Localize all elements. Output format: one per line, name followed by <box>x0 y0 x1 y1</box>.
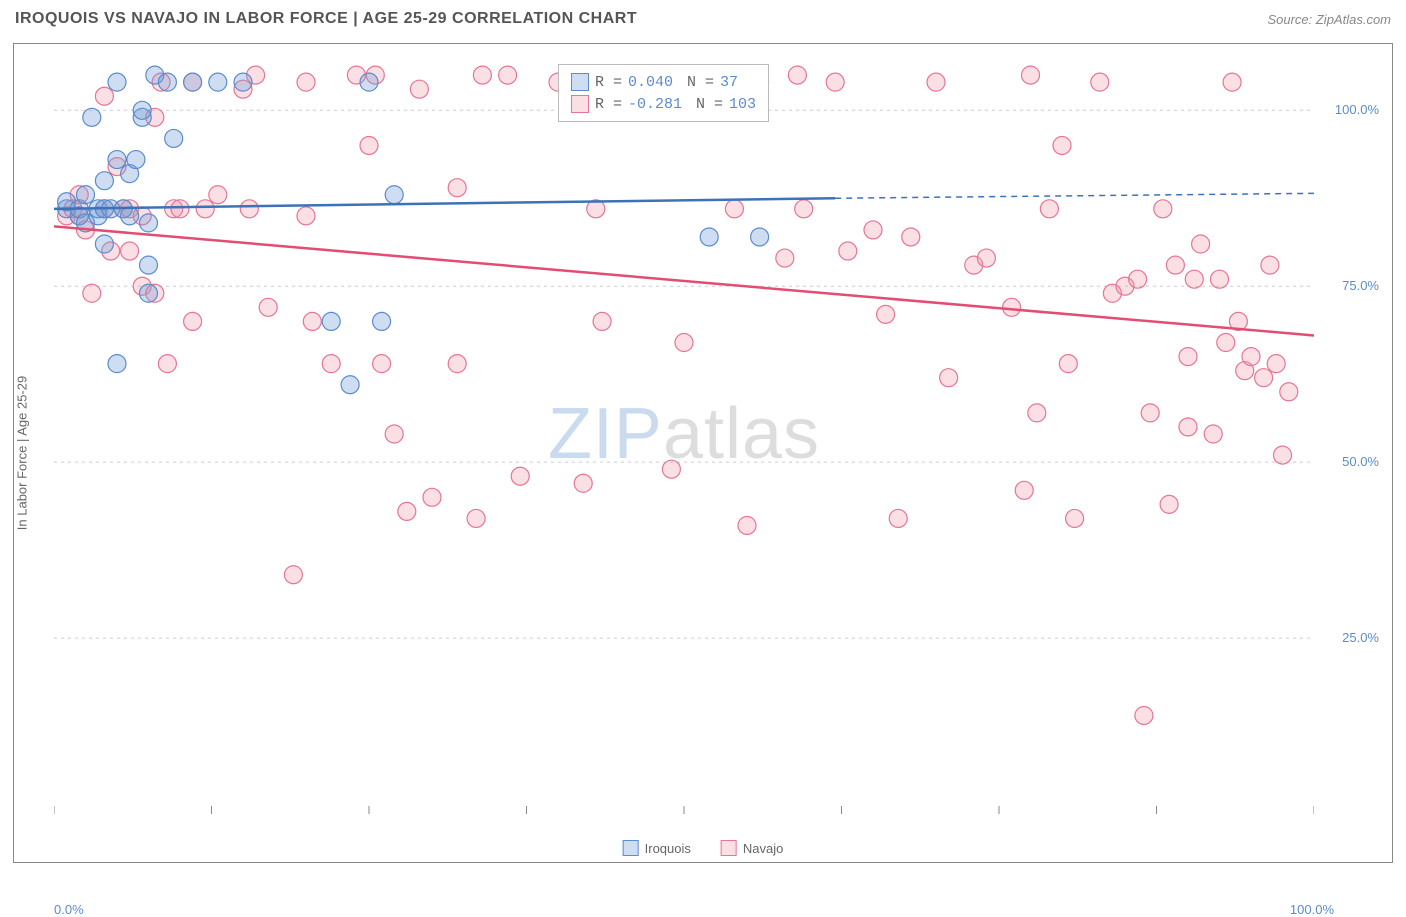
stats-r-label: R = <box>595 96 622 113</box>
x-tick-label: 100.0% <box>1290 902 1334 917</box>
legend-label: Navajo <box>743 841 783 856</box>
legend-swatch-icon <box>721 840 737 856</box>
stats-row: R = -0.281 N = 103 <box>571 93 756 115</box>
chart-source: Source: ZipAtlas.com <box>1267 12 1391 27</box>
y-tick-label: 75.0% <box>1342 278 1379 293</box>
stats-r-value: -0.281 <box>628 96 682 113</box>
y-tick-label: 25.0% <box>1342 630 1379 645</box>
stats-n-value: 103 <box>729 96 756 113</box>
chart-container: IROQUOIS VS NAVAJO IN LABOR FORCE | AGE … <box>0 0 1406 892</box>
legend-item: Iroquois <box>623 840 691 856</box>
stats-n-value: 37 <box>720 74 738 91</box>
plot-area: ZIPatlas R = 0.040 N = 37 R = -0.281 N =… <box>54 54 1314 814</box>
legend-item: Navajo <box>721 840 783 856</box>
stats-n-label: N = <box>696 96 723 113</box>
x-tick-label: 0.0% <box>54 902 84 917</box>
legend-swatch-icon <box>623 840 639 856</box>
stats-row: R = 0.040 N = 37 <box>571 71 756 93</box>
legend-label: Iroquois <box>645 841 691 856</box>
chart-header: IROQUOIS VS NAVAJO IN LABOR FORCE | AGE … <box>0 0 1406 38</box>
stats-n-label: N = <box>687 74 714 91</box>
chart-wrapper: In Labor Force | Age 25-29 ZIPatlas R = … <box>13 43 1393 863</box>
y-tick-label: 50.0% <box>1342 454 1379 469</box>
stats-swatch-icon <box>571 73 589 91</box>
chart-title: IROQUOIS VS NAVAJO IN LABOR FORCE | AGE … <box>15 10 637 28</box>
chart-legend: Iroquois Navajo <box>623 840 784 856</box>
y-axis-label: In Labor Force | Age 25-29 <box>15 376 30 530</box>
plot-svg <box>54 54 1314 814</box>
correlation-stats-box: R = 0.040 N = 37 R = -0.281 N = 103 <box>558 64 769 122</box>
stats-swatch-icon <box>571 95 589 113</box>
stats-r-value: 0.040 <box>628 74 673 91</box>
stats-r-label: R = <box>595 74 622 91</box>
y-tick-label: 100.0% <box>1335 102 1379 117</box>
